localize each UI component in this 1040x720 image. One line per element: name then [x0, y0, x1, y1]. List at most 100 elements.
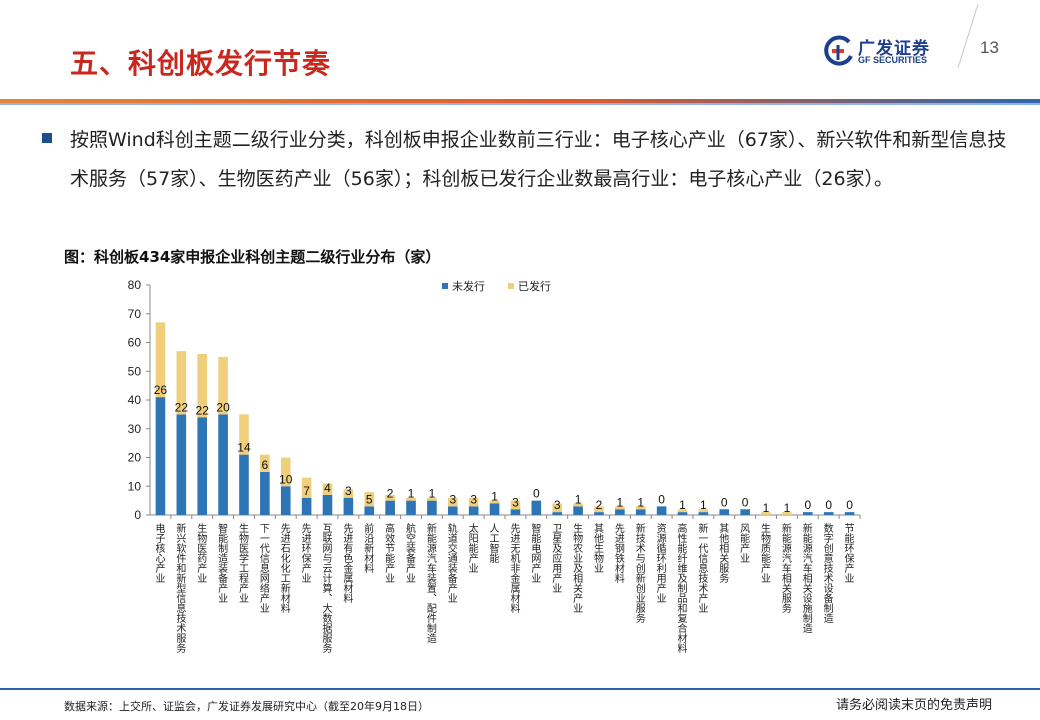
- bar-unissued: [447, 506, 458, 515]
- bar-unissued: [573, 506, 583, 515]
- category-label: 新能源汽车相关设施制造: [800, 522, 812, 633]
- data-label: 3: [554, 498, 561, 512]
- bar-issued: [594, 506, 604, 513]
- data-label: 1: [679, 498, 686, 512]
- bar-unissued: [844, 512, 855, 515]
- category-label: 先进钢铁材料: [612, 523, 624, 584]
- page-title: 五、科创板发行节奏: [70, 47, 332, 80]
- bar-unissued: [823, 512, 834, 515]
- data-label: 3: [449, 492, 456, 506]
- y-tick-label: 70: [128, 307, 142, 321]
- category-label: 其他相关服务: [717, 523, 729, 584]
- bar-unissued: [677, 512, 688, 515]
- data-label: 1: [429, 487, 436, 501]
- data-label: 7: [303, 484, 310, 498]
- category-label: 生物农业及相关产业: [571, 522, 583, 613]
- data-label: 5: [366, 492, 373, 506]
- bar-issued: [782, 512, 792, 515]
- data-label: 14: [237, 441, 251, 455]
- legend-label: 已发行: [518, 279, 551, 293]
- category-label: 节能环保产业: [842, 523, 854, 583]
- bar-issued: [552, 503, 563, 513]
- bar-issued: [155, 322, 166, 398]
- bar-unissued: [719, 509, 730, 515]
- bar-unissued: [218, 414, 228, 515]
- data-label: 0: [825, 498, 832, 512]
- bar-issued: [761, 512, 771, 515]
- data-label: 1: [784, 501, 791, 515]
- data-label: 0: [846, 498, 853, 512]
- bar-unissued: [322, 494, 333, 515]
- bar-issued: [406, 497, 416, 501]
- header-rule: [0, 99, 1040, 103]
- y-tick-label: 60: [128, 336, 142, 350]
- bar-unissued: [656, 506, 667, 515]
- category-label: 高效节能产业: [383, 522, 395, 583]
- data-label: 0: [721, 495, 728, 509]
- company-logo: 广发证券 GF SECURITIES: [822, 34, 942, 70]
- category-label: 卫星及应用产业: [550, 523, 562, 593]
- bar-unissued: [197, 417, 208, 515]
- data-label: 1: [408, 487, 415, 501]
- bar-issued: [176, 351, 187, 415]
- industry-bar-chart: 0102030405060708026电子核心产业22新兴软件和新型信息技术服务…: [128, 278, 861, 654]
- legend-swatch: [442, 283, 448, 289]
- category-label: 新能源汽车装置、配件制造: [424, 522, 436, 643]
- bar-unissued: [385, 500, 395, 515]
- bar-issued: [468, 497, 479, 507]
- category-label: 人工智能: [487, 523, 499, 564]
- bar-issued: [447, 497, 458, 507]
- data-label: 0: [804, 498, 811, 512]
- y-tick-label: 50: [128, 364, 142, 378]
- bar-unissued: [406, 500, 416, 515]
- data-label: 26: [154, 383, 168, 397]
- gf-logo-icon: [824, 35, 853, 66]
- data-label: 1: [617, 495, 624, 509]
- data-label: 3: [345, 484, 352, 498]
- bar-issued: [385, 494, 395, 501]
- y-tick-label: 30: [128, 422, 142, 436]
- bar-unissued: [427, 500, 437, 515]
- data-label: 4: [324, 481, 331, 495]
- data-label: 10: [279, 472, 293, 486]
- bar-issued: [260, 454, 270, 472]
- category-label: 生物医学工程产业: [236, 522, 248, 603]
- logo-text: 广发证券: [858, 39, 930, 59]
- logo-subtext: GF SECURITIES: [858, 55, 928, 65]
- category-label: 轨道交通装备产业: [445, 522, 457, 603]
- bar-unissued: [510, 509, 521, 515]
- data-label: 3: [512, 495, 519, 509]
- bar-unissued: [260, 471, 270, 515]
- category-label: 互联网与云计算、大数据服务: [320, 523, 332, 654]
- category-label: 先进有色金属材料: [341, 523, 353, 604]
- bar-unissued: [489, 503, 500, 515]
- category-label: 下一代信息网络产业: [257, 523, 269, 613]
- data-label: 0: [533, 487, 540, 501]
- figure-title: 图：科创板434家申报企业科创主题二级行业分布（家）: [64, 248, 441, 266]
- bar-issued: [635, 506, 646, 510]
- category-label: 新技术与创新创业服务: [633, 522, 645, 624]
- bar-unissued: [176, 414, 187, 515]
- bar-issued: [343, 489, 354, 498]
- bar-unissued: [343, 497, 354, 515]
- data-label: 22: [175, 400, 189, 414]
- bar-unissued: [802, 512, 813, 515]
- footer-rule: [0, 688, 1040, 690]
- bar-issued: [489, 500, 500, 504]
- y-tick-label: 10: [128, 479, 142, 493]
- category-label: 先进无机非金属材料: [508, 523, 520, 614]
- bar-unissued: [635, 509, 646, 515]
- data-label: 1: [700, 498, 707, 512]
- bullet-marker: [42, 133, 52, 143]
- category-label: 前沿新材料: [362, 522, 374, 574]
- bar-issued: [698, 509, 709, 513]
- data-label: 0: [742, 495, 749, 509]
- category-label: 高性能纤维及制品和复合材料: [675, 522, 687, 654]
- category-label: 航空装备产业: [404, 522, 416, 583]
- category-label: 太阳能产业: [466, 522, 478, 573]
- bar-unissued: [155, 397, 166, 515]
- bar-unissued: [740, 509, 750, 515]
- category-label: 风能产业: [738, 523, 750, 563]
- disclaimer: 请务必阅读末页的免责声明: [836, 698, 993, 713]
- category-label: 数字创意技术设备制造: [821, 522, 833, 623]
